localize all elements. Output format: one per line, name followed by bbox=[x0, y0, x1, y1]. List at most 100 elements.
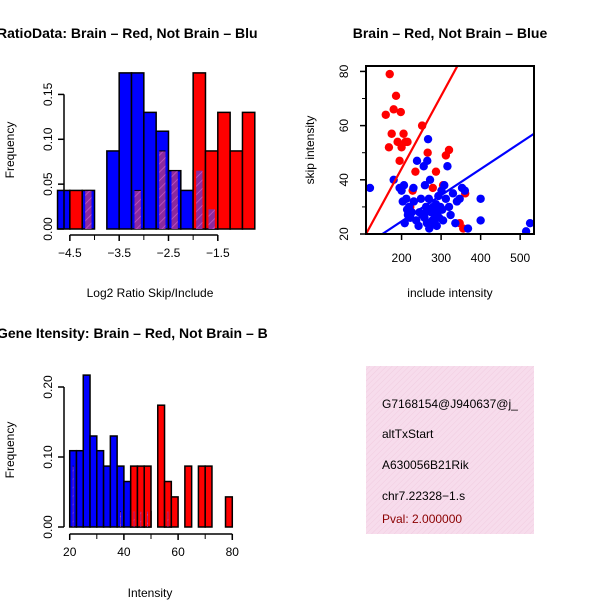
not-brain-point bbox=[438, 216, 448, 225]
not-brain-point bbox=[476, 216, 485, 225]
brain-point bbox=[399, 129, 408, 138]
intensity-histogram-bars bbox=[68, 374, 234, 528]
y-tick-label: 40 bbox=[337, 173, 351, 187]
y-tick-label: 0.00 bbox=[41, 515, 55, 539]
brain-bar bbox=[229, 150, 244, 230]
y-tick-label: 0.20 bbox=[41, 375, 55, 399]
ratio-histogram-bars bbox=[56, 72, 256, 230]
not-brain-point bbox=[451, 218, 460, 228]
y-tick-label: 0.05 bbox=[41, 172, 55, 196]
info-gene-symbol: A630056B21Rik bbox=[382, 458, 470, 472]
brain-point bbox=[403, 137, 412, 147]
ratio-histogram-panel: RatioData: Brain – Red, Not Brain – Blu … bbox=[0, 25, 258, 300]
x-tick-label: 500 bbox=[510, 251, 530, 265]
not-brain-point bbox=[423, 134, 433, 144]
ratio-histogram-title: RatioData: Brain – Red, Not Brain – Blu bbox=[0, 25, 258, 41]
brain-point bbox=[428, 183, 438, 193]
y-tick-label: 0.15 bbox=[41, 82, 55, 106]
not-brain-bar bbox=[109, 435, 118, 528]
overlap-bar bbox=[171, 170, 178, 229]
brain-bar bbox=[170, 496, 179, 528]
not-brain-point bbox=[460, 186, 470, 195]
y-tick-label: 0.10 bbox=[41, 127, 55, 151]
not-brain-bar bbox=[180, 189, 194, 230]
overlap-bar bbox=[167, 511, 169, 527]
gene-info-panel: G7168154@J940637@j_ altTxStart A630056B2… bbox=[366, 366, 534, 534]
x-tick-label: 200 bbox=[392, 251, 412, 265]
intensity-histogram-axes: 20 40 60 80 0.00 0.10 0.20 bbox=[41, 375, 239, 559]
x-tick-label: 60 bbox=[171, 545, 185, 559]
brain-fit-line bbox=[366, 66, 459, 234]
brain-point bbox=[389, 105, 398, 114]
overlap-bar bbox=[140, 511, 142, 527]
not-brain-point bbox=[440, 181, 449, 190]
info-panel-background bbox=[366, 366, 534, 534]
not-brain-point bbox=[446, 210, 455, 220]
ratio-histogram-axes: −4.5 −3.5 −2.5 −1.5 0.00 0.05 0.10 0.15 bbox=[41, 82, 230, 260]
x-tick-label: −3.5 bbox=[107, 246, 131, 260]
intensity-histogram-xlabel: Intensity bbox=[128, 586, 173, 600]
brain-point bbox=[391, 91, 401, 101]
not-brain-bar bbox=[82, 374, 91, 528]
scatter-ylabel: skip intensity bbox=[303, 116, 317, 185]
x-tick-label: 400 bbox=[471, 251, 491, 265]
not-brain-point bbox=[476, 194, 485, 203]
not-brain-point bbox=[409, 183, 418, 193]
not-brain-point bbox=[521, 227, 531, 234]
not-brain-point bbox=[412, 156, 422, 166]
overlap-bar bbox=[147, 511, 148, 527]
brain-bar bbox=[184, 465, 193, 528]
y-tick-label: 80 bbox=[337, 64, 351, 78]
ratio-histogram-xlabel: Log2 Ratio Skip/Include bbox=[87, 286, 214, 300]
x-tick-label: 40 bbox=[117, 545, 131, 559]
brain-point bbox=[431, 167, 441, 176]
brain-bar bbox=[157, 404, 166, 528]
x-tick-label: −2.5 bbox=[157, 246, 181, 260]
brain-point bbox=[423, 148, 432, 157]
scatter-title: Brain – Red, Not Brain – Blue bbox=[353, 25, 548, 41]
overlap-bar bbox=[134, 190, 141, 229]
x-tick-label: 300 bbox=[431, 251, 451, 265]
ratio-histogram-ylabel: Frequency bbox=[3, 122, 17, 179]
brain-point bbox=[384, 143, 394, 152]
brain-bar bbox=[241, 111, 256, 230]
not-brain-bar bbox=[89, 435, 98, 528]
brain-point bbox=[444, 145, 454, 155]
x-tick-label: −4.5 bbox=[58, 246, 82, 260]
not-brain-point bbox=[402, 194, 411, 203]
brain-point bbox=[381, 110, 390, 119]
scatter-frame bbox=[365, 65, 535, 235]
scatter-plot-area: 200 300 400 500 20 40 60 80 bbox=[337, 64, 535, 265]
overlap-bar bbox=[159, 150, 166, 229]
intensity-scatter-panel: Brain – Red, Not Brain – Blue 200 300 400 5… bbox=[303, 25, 548, 300]
overlap-bar bbox=[72, 466, 74, 527]
overlap-bar bbox=[85, 190, 92, 229]
not-brain-bar bbox=[143, 111, 157, 230]
not-brain-bar bbox=[118, 72, 133, 230]
brain-bar bbox=[69, 189, 83, 230]
y-tick-label: 0.10 bbox=[41, 445, 55, 469]
intensity-histogram-panel: Gene Itensity: Brain – Red, Not Brain – … bbox=[0, 325, 268, 600]
x-tick-label: −1.5 bbox=[206, 246, 230, 260]
brain-bar bbox=[204, 465, 213, 528]
not-brain-point bbox=[399, 181, 409, 190]
info-event-type: altTxStart bbox=[382, 427, 434, 441]
scatter-xlabel: include intensity bbox=[407, 286, 492, 300]
overlap-bar bbox=[196, 170, 203, 229]
not-brain-point bbox=[455, 194, 464, 203]
not-brain-point bbox=[444, 202, 454, 212]
not-brain-bar bbox=[102, 465, 112, 528]
not-brain-point bbox=[432, 221, 441, 231]
not-brain-fit-line bbox=[380, 132, 534, 234]
brain-point bbox=[387, 129, 396, 138]
info-pvalue: Pval: 2.000000 bbox=[382, 512, 462, 526]
not-brain-point bbox=[366, 183, 375, 193]
not-brain-bar bbox=[106, 150, 120, 230]
y-tick-label: 20 bbox=[337, 227, 351, 241]
not-brain-point bbox=[441, 194, 451, 203]
brain-point bbox=[396, 107, 405, 117]
brain-point bbox=[385, 69, 394, 79]
info-event-id: G7168154@J940637@j_ bbox=[382, 397, 518, 411]
not-brain-point bbox=[425, 224, 434, 233]
